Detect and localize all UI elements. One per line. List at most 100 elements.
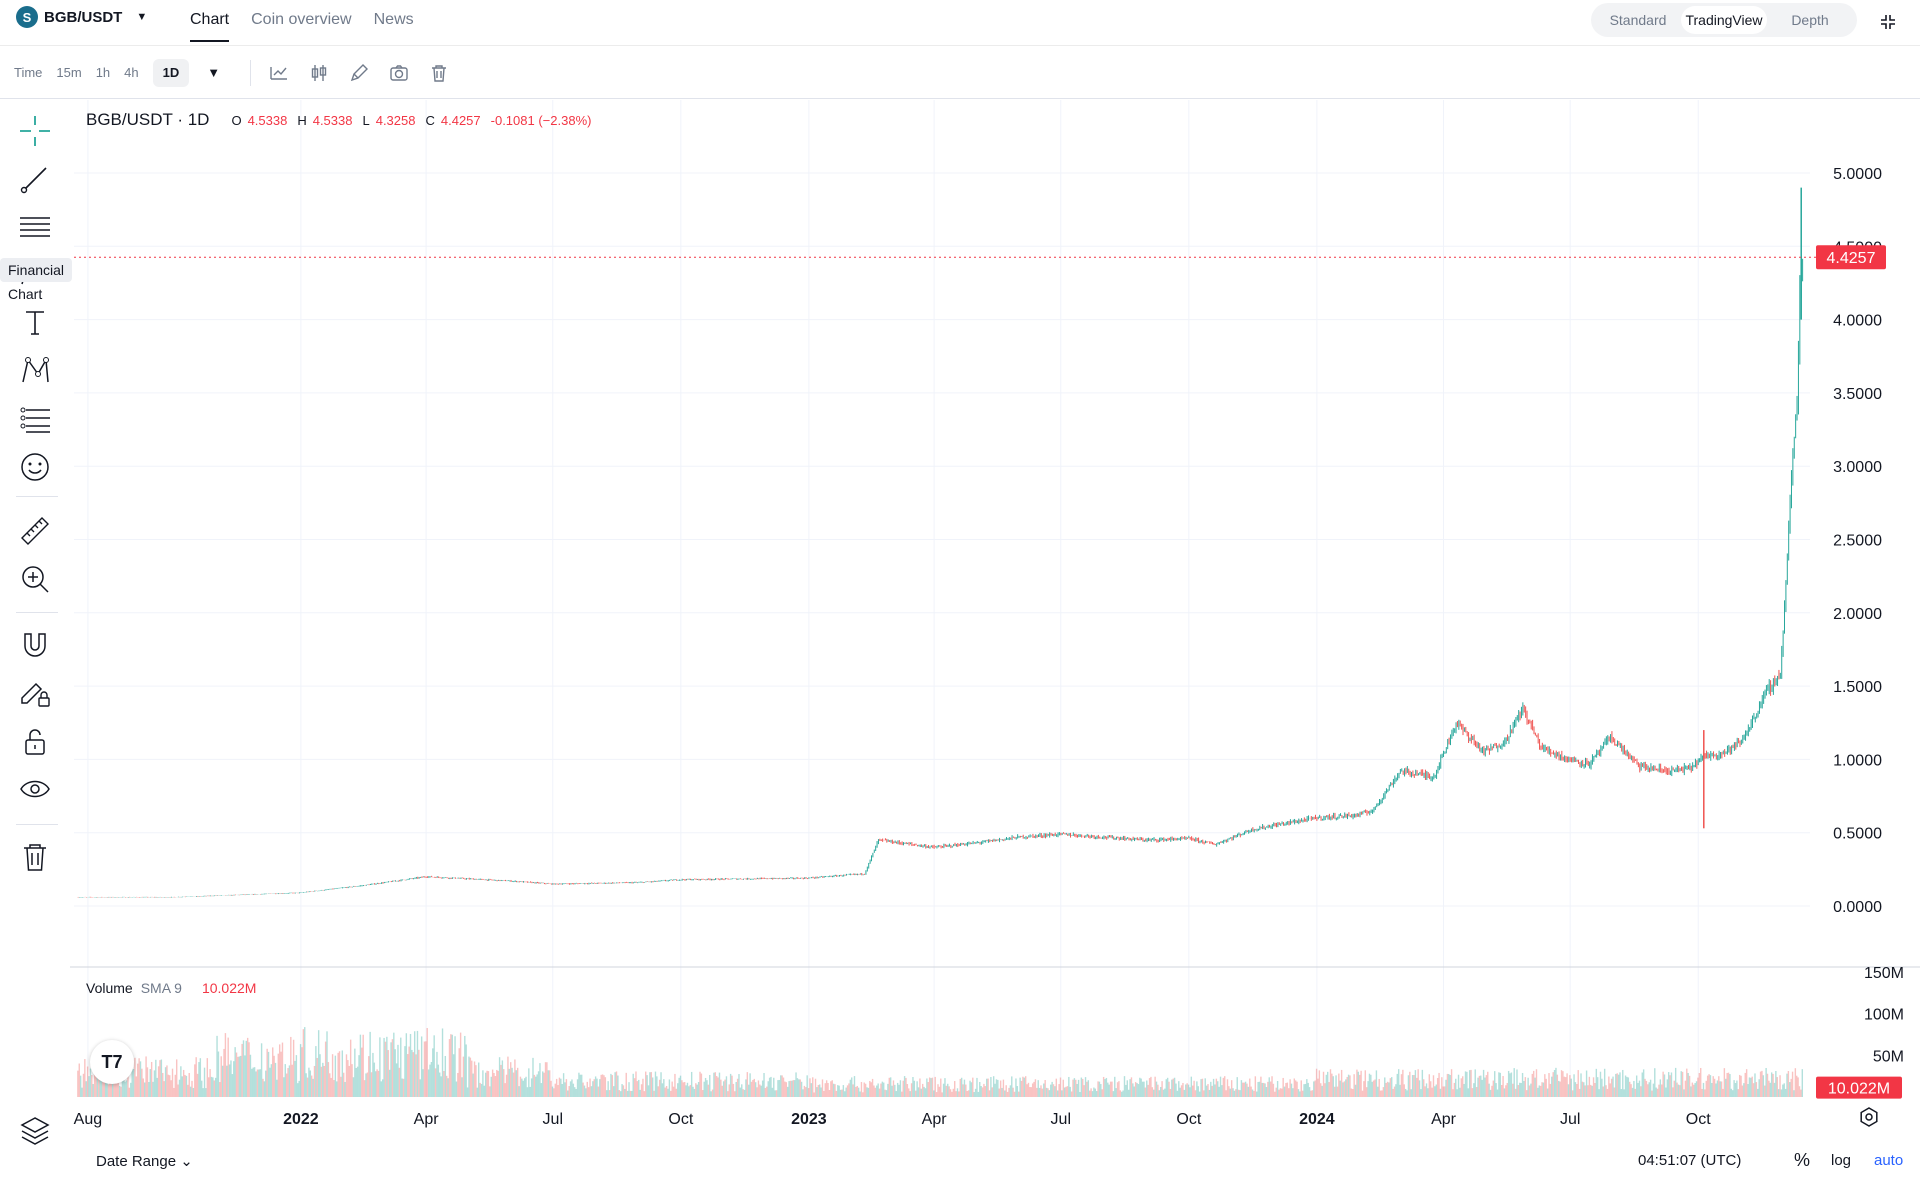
- volume-bar: [1758, 1079, 1760, 1097]
- view-depth[interactable]: Depth: [1791, 12, 1829, 28]
- volume-bar: [1744, 1072, 1746, 1097]
- volume-bar: [324, 1041, 327, 1097]
- log-scale-button[interactable]: log: [1831, 1152, 1852, 1169]
- volume-bar: [1417, 1069, 1419, 1097]
- volume-bar: [1773, 1082, 1776, 1097]
- volume-bar: [1456, 1089, 1458, 1097]
- fib-levels-icon[interactable]: [16, 400, 54, 438]
- price-chart[interactable]: 5.00004.50004.00003.50003.00002.50002.00…: [0, 100, 1920, 1140]
- volume-bar: [1315, 1068, 1318, 1097]
- volume-bar: [306, 1077, 309, 1097]
- volume-bar: [1421, 1069, 1424, 1097]
- volume-bar: [458, 1048, 460, 1097]
- volume-bar: [1510, 1072, 1513, 1097]
- volume-bar: [277, 1053, 279, 1097]
- volume-bar: [567, 1090, 569, 1097]
- pair-selector[interactable]: S BGB/USDT ▼: [16, 6, 147, 28]
- volume-bar: [1297, 1089, 1300, 1097]
- ruler-icon[interactable]: [16, 512, 54, 550]
- emoji-icon[interactable]: [16, 448, 54, 486]
- volume-bar: [1101, 1089, 1103, 1097]
- candle-style-icon[interactable]: [307, 61, 331, 85]
- volume-bar: [639, 1089, 641, 1097]
- volume-bar: [305, 1073, 307, 1097]
- date-range-button[interactable]: Date Range ⌄: [96, 1152, 193, 1170]
- indicator-line-icon[interactable]: [267, 61, 291, 85]
- volume-bar: [1201, 1078, 1204, 1097]
- volume-bar: [1349, 1075, 1351, 1097]
- volume-bar: [535, 1076, 537, 1097]
- volume-bar: [1544, 1074, 1546, 1097]
- tab-news[interactable]: News: [373, 11, 414, 28]
- volume-bar: [1740, 1075, 1742, 1097]
- volume-bar: [764, 1087, 767, 1097]
- volume-bar: [443, 1071, 445, 1097]
- volume-bar: [1651, 1090, 1653, 1097]
- view-standard[interactable]: Standard: [1609, 12, 1667, 28]
- volume-bar: [1226, 1079, 1229, 1097]
- eye-icon[interactable]: [16, 770, 54, 808]
- volume-bar: [803, 1085, 806, 1097]
- volume-bar: [548, 1070, 551, 1097]
- trash-icon[interactable]: [16, 838, 54, 876]
- crosshair-icon[interactable]: [16, 112, 54, 150]
- volume-bar: [226, 1065, 228, 1097]
- volume-bar: [1727, 1072, 1730, 1097]
- horizontal-lines-icon[interactable]: [16, 208, 54, 246]
- volume-bar: [1065, 1086, 1067, 1097]
- volume-bar: [1477, 1077, 1479, 1097]
- volume-bar: [1274, 1091, 1276, 1097]
- volume-bar: [1275, 1087, 1277, 1097]
- volume-bar: [954, 1081, 956, 1097]
- trash-icon[interactable]: [427, 61, 451, 85]
- percent-scale-button[interactable]: %: [1794, 1150, 1811, 1170]
- volume-bar: [123, 1074, 125, 1097]
- exit-fullscreen-icon[interactable]: [1876, 10, 1900, 34]
- volume-bar: [1645, 1080, 1648, 1097]
- volume-bar: [963, 1079, 966, 1097]
- volume-bar: [1045, 1087, 1048, 1097]
- tradingview-logo-icon[interactable]: T7: [90, 1040, 134, 1084]
- camera-icon[interactable]: [387, 61, 411, 85]
- volume-bar: [429, 1064, 431, 1097]
- layers-icon[interactable]: [16, 1112, 54, 1150]
- volume-bar: [1346, 1076, 1348, 1097]
- chart-settings-icon[interactable]: [1858, 1106, 1880, 1128]
- volume-bar: [1626, 1076, 1628, 1097]
- volume-bar: [1072, 1079, 1074, 1097]
- timeframe-time[interactable]: Time: [14, 64, 43, 80]
- utc-clock[interactable]: 04:51:07 (UTC): [1638, 1152, 1742, 1169]
- volume-bar: [657, 1086, 659, 1097]
- magnet-icon[interactable]: [16, 626, 54, 664]
- zoom-in-icon[interactable]: [16, 560, 54, 598]
- pattern-icon[interactable]: [16, 352, 54, 390]
- timeframe-15m[interactable]: 15m: [56, 64, 82, 80]
- volume-bar: [217, 1051, 220, 1097]
- volume-bar: [522, 1080, 524, 1097]
- volume-bar: [1720, 1081, 1723, 1097]
- volume-bar: [965, 1084, 967, 1097]
- pencil-icon[interactable]: [347, 61, 371, 85]
- timeframe-4h[interactable]: 4h: [124, 64, 139, 80]
- volume-bar: [482, 1070, 484, 1097]
- volume-bar: [85, 1081, 87, 1097]
- text-icon[interactable]: [16, 304, 54, 342]
- volume-bar: [967, 1090, 970, 1097]
- timeframe-1h[interactable]: 1h: [95, 64, 111, 80]
- tab-coin-overview[interactable]: Coin overview: [251, 11, 352, 28]
- timeframe-more-icon[interactable]: ▼: [207, 65, 221, 80]
- auto-scale-button[interactable]: auto: [1874, 1152, 1904, 1169]
- volume-bar: [1708, 1074, 1710, 1097]
- trend-line-icon[interactable]: [16, 160, 54, 198]
- lock-drawing-icon[interactable]: [16, 674, 54, 712]
- volume-bar: [521, 1078, 523, 1097]
- tab-chart[interactable]: Chart: [190, 0, 230, 44]
- volume-bar: [1196, 1081, 1198, 1097]
- chart-symbol: BGB/USDT · 1D: [86, 110, 210, 129]
- view-tradingview[interactable]: TradingView: [1681, 6, 1767, 34]
- volume-bar: [976, 1077, 978, 1097]
- volume-bar: [1129, 1079, 1131, 1097]
- timeframe-1d[interactable]: 1D: [152, 58, 190, 87]
- unlock-icon[interactable]: [16, 722, 54, 760]
- volume-bar: [475, 1065, 477, 1097]
